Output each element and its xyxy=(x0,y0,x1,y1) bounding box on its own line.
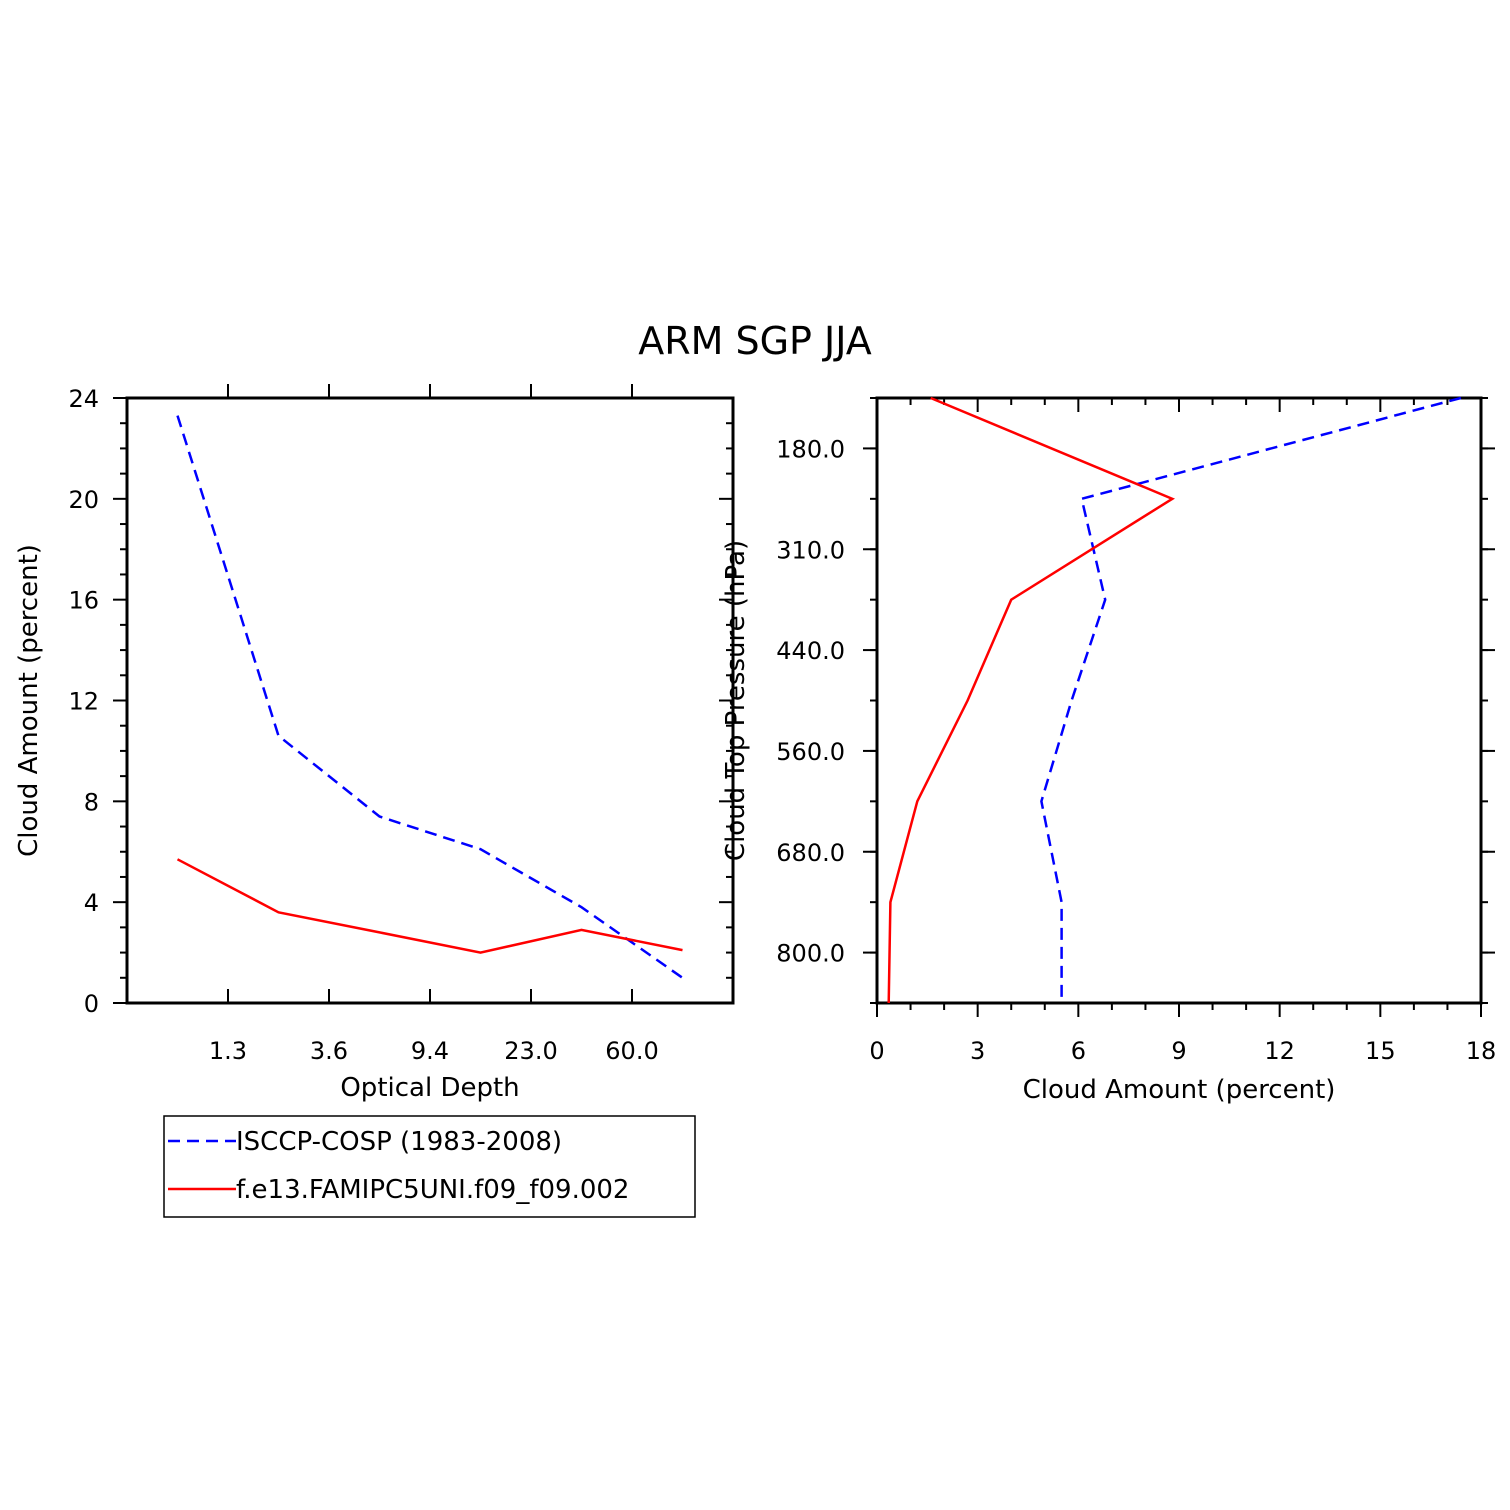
left-y-tick-label: 16 xyxy=(68,587,99,615)
legend-label-model: f.e13.FAMIPC5UNI.f09_f09.002 xyxy=(236,1175,629,1205)
left-x-axis-title: Optical Depth xyxy=(340,1073,519,1103)
left-plot-frame xyxy=(125,396,735,1005)
right-y-tick-label: 440.0 xyxy=(776,637,845,665)
left-series-line-obs xyxy=(176,415,684,979)
figure-title: ARM SGP JJA xyxy=(638,319,872,363)
right-x-tick-label: 6 xyxy=(1071,1037,1086,1065)
right-y-tick-label: 680.0 xyxy=(776,839,845,867)
right-y-axis-title: Cloud Top Pressure (hPa) xyxy=(721,540,751,861)
right-series-line-obs xyxy=(1040,396,1462,1003)
right-x-tick-label: 18 xyxy=(1466,1037,1497,1065)
left-x-tick-label: 1.3 xyxy=(209,1037,247,1065)
left-x-tick-label: 3.6 xyxy=(310,1037,348,1065)
right-y-tick-label: 800.0 xyxy=(776,940,845,968)
left-y-tick-label: 20 xyxy=(68,486,99,514)
left-y-axis-title: Cloud Amount (percent) xyxy=(14,544,44,857)
right-series-line-model xyxy=(887,396,1176,1004)
left-panel-optical-depth: 0 4 8 12 16 20 24 1.3 3.6 9.4 23.0 60.0 Optical Dept… xyxy=(14,384,735,1103)
legend-box xyxy=(163,1115,696,1218)
left-series-line-model xyxy=(176,858,683,954)
left-x-tick-label: 60.0 xyxy=(605,1037,658,1065)
right-panel-pressure: 0 3 6 9 12 15 18 180.0 310.0 440.0 560.0 680.0 800.0… xyxy=(721,396,1497,1105)
left-y-tick-label: 0 xyxy=(84,990,99,1018)
left-x-tick-label: 9.4 xyxy=(411,1037,449,1065)
left-y-tick-label: 24 xyxy=(68,385,99,413)
legend-label-obs: ISCCP-COSP (1983-2008) xyxy=(236,1127,562,1157)
left-y-tick-label: 8 xyxy=(84,788,99,816)
right-y-tick-label: 180.0 xyxy=(776,435,845,463)
right-x-tick-label: 0 xyxy=(869,1037,884,1065)
right-x-tick-label: 15 xyxy=(1365,1037,1396,1065)
left-x-tick-label: 23.0 xyxy=(504,1037,557,1065)
left-y-tick-label: 12 xyxy=(68,688,99,716)
right-x-tick-label: 9 xyxy=(1171,1037,1186,1065)
right-x-tick-label: 3 xyxy=(970,1037,985,1065)
left-y-tick-label: 4 xyxy=(84,889,99,917)
right-y-tick-label: 310.0 xyxy=(776,536,845,564)
right-x-tick-label: 12 xyxy=(1264,1037,1295,1065)
legend: ISCCP-COSP (1983-2008) f.e13.FAMIPC5UNI.… xyxy=(163,1115,696,1218)
right-x-axis-title: Cloud Amount (percent) xyxy=(1023,1075,1336,1105)
right-y-tick-label: 560.0 xyxy=(776,738,845,766)
